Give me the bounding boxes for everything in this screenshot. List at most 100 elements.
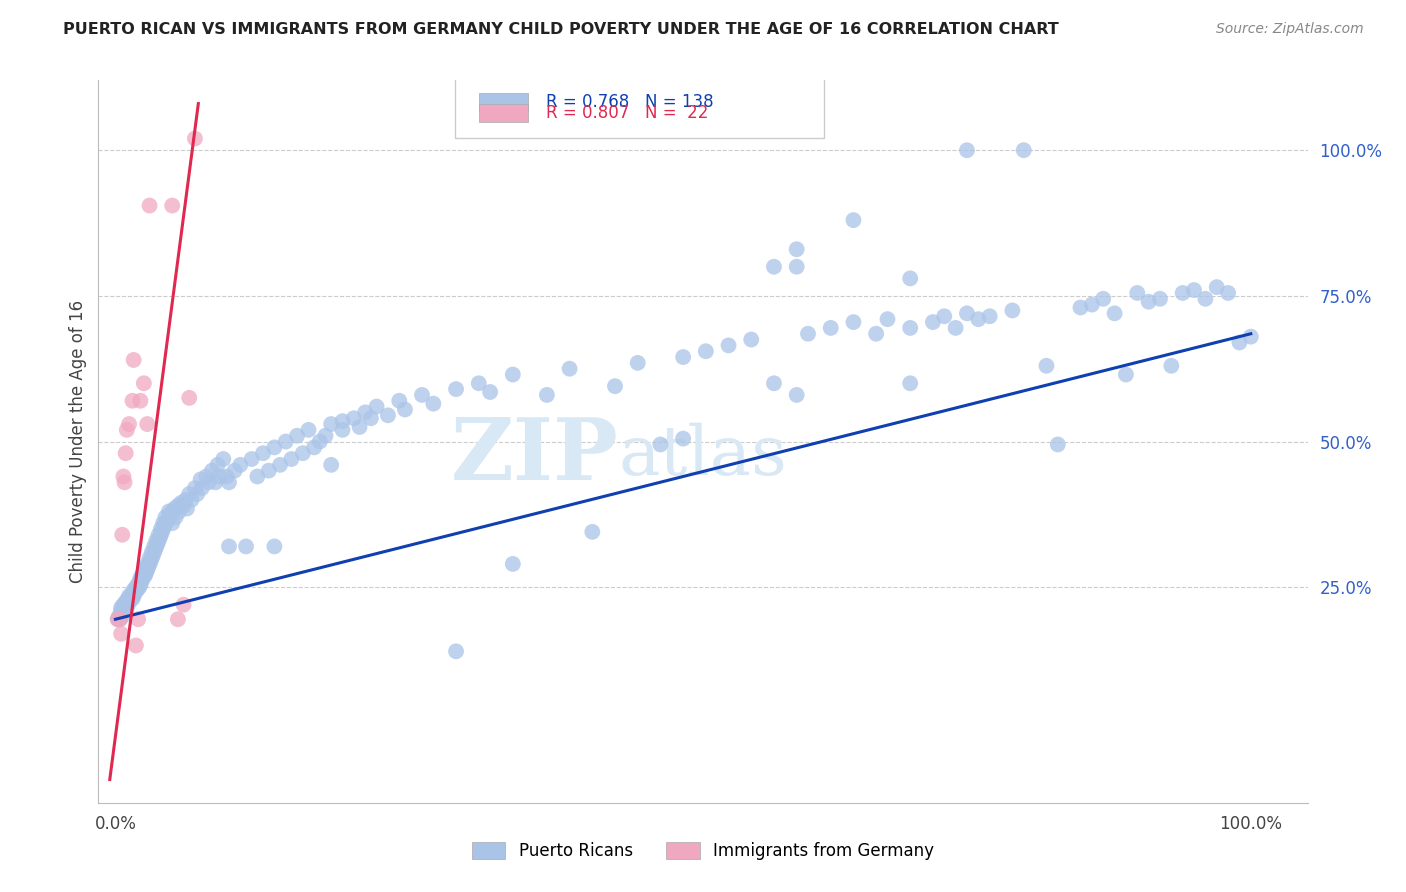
Point — [536, 388, 558, 402]
Point — [120, 591, 142, 606]
Point — [786, 388, 808, 402]
Point — [145, 540, 167, 554]
Point — [1171, 285, 1194, 300]
Point — [141, 551, 163, 566]
Point — [762, 260, 785, 274]
Point — [366, 400, 388, 414]
Point — [114, 603, 136, 617]
Point — [186, 487, 208, 501]
Point — [922, 315, 945, 329]
Point — [269, 458, 291, 472]
Point — [842, 315, 865, 329]
Point — [125, 580, 148, 594]
Point — [898, 376, 921, 391]
Point — [152, 522, 174, 536]
Point — [157, 510, 180, 524]
Point — [1069, 301, 1091, 315]
Point — [184, 481, 207, 495]
Point — [302, 441, 325, 455]
Point — [135, 559, 157, 574]
Point — [190, 472, 212, 486]
Point — [120, 589, 142, 603]
Point — [108, 609, 131, 624]
Point — [149, 528, 172, 542]
Point — [479, 384, 502, 399]
Point — [332, 414, 354, 428]
Point — [558, 361, 581, 376]
Point — [125, 583, 148, 598]
Point — [842, 213, 865, 227]
Point — [1104, 306, 1126, 320]
Point — [121, 591, 143, 606]
Point — [672, 350, 695, 364]
Point — [124, 586, 146, 600]
Point — [143, 540, 166, 554]
Point — [184, 131, 207, 145]
Point — [111, 609, 134, 624]
Point — [627, 356, 650, 370]
Point — [1001, 303, 1024, 318]
Point — [145, 533, 167, 548]
Text: PUERTO RICAN VS IMMIGRANTS FROM GERMANY CHILD POVERTY UNDER THE AGE OF 16 CORREL: PUERTO RICAN VS IMMIGRANTS FROM GERMANY … — [63, 22, 1059, 37]
Point — [118, 417, 141, 431]
Point — [159, 508, 181, 522]
FancyBboxPatch shape — [479, 94, 527, 112]
Point — [444, 644, 467, 658]
Point — [979, 310, 1001, 324]
Point — [138, 557, 160, 571]
Point — [118, 589, 141, 603]
Point — [315, 428, 337, 442]
Point — [117, 598, 139, 612]
Point — [502, 557, 524, 571]
Point — [1194, 292, 1216, 306]
Point — [167, 499, 190, 513]
Point — [136, 417, 159, 431]
Point — [179, 487, 201, 501]
Text: R = 0.807   N =  22: R = 0.807 N = 22 — [546, 103, 709, 122]
Legend: Puerto Ricans, Immigrants from Germany: Puerto Ricans, Immigrants from Germany — [465, 835, 941, 867]
Point — [114, 600, 136, 615]
Y-axis label: Child Poverty Under the Age of 16: Child Poverty Under the Age of 16 — [69, 300, 87, 583]
Point — [581, 524, 603, 539]
Point — [308, 434, 330, 449]
Point — [865, 326, 887, 341]
Point — [898, 271, 921, 285]
Point — [394, 402, 416, 417]
Point — [139, 554, 162, 568]
Point — [1216, 285, 1239, 300]
Point — [118, 595, 141, 609]
Point — [160, 504, 183, 518]
Point — [1012, 143, 1035, 157]
Point — [107, 612, 129, 626]
Point — [148, 533, 170, 548]
Point — [108, 612, 131, 626]
Point — [650, 437, 672, 451]
Point — [149, 531, 172, 545]
Point — [208, 469, 231, 483]
Point — [207, 458, 229, 472]
Point — [174, 492, 197, 507]
Point — [129, 572, 152, 586]
Point — [388, 393, 411, 408]
Point — [1160, 359, 1182, 373]
Point — [122, 589, 145, 603]
Point — [143, 545, 166, 559]
Point — [218, 475, 240, 490]
Point — [131, 574, 153, 589]
Point — [122, 353, 145, 368]
Point — [167, 612, 190, 626]
Point — [291, 446, 314, 460]
Point — [444, 382, 467, 396]
Point — [176, 501, 198, 516]
Point — [114, 595, 136, 609]
Point — [343, 411, 366, 425]
Point — [155, 510, 177, 524]
Point — [197, 475, 219, 490]
Point — [180, 492, 202, 507]
Point — [138, 559, 160, 574]
Point — [1092, 292, 1115, 306]
Point — [115, 595, 138, 609]
Point — [131, 568, 153, 582]
Point — [218, 540, 240, 554]
Point — [132, 568, 155, 582]
